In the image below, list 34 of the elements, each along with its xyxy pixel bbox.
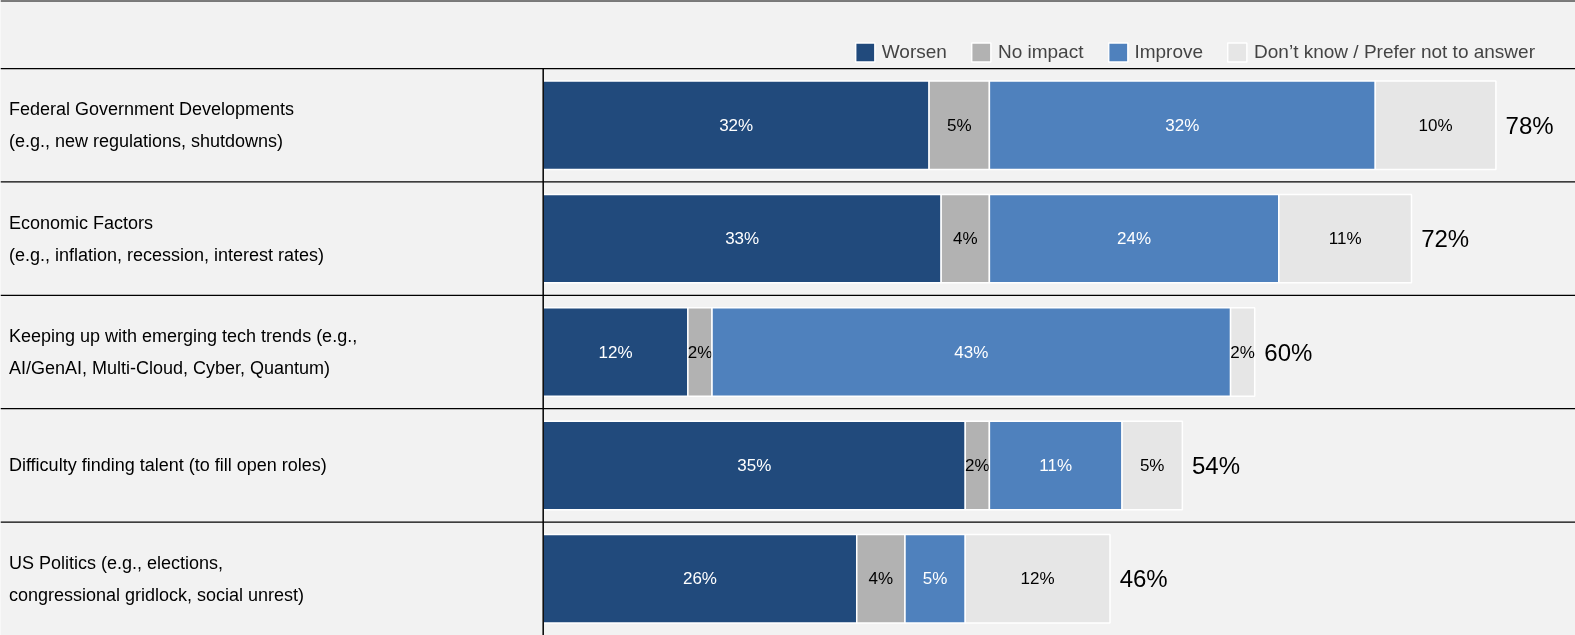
data-label: 12% [598,342,633,362]
legend-label: Don’t know / Prefer not to answer [1254,41,1535,63]
legend-label: Improve [1134,41,1204,63]
data-label: 32% [719,115,754,135]
data-label: 32% [1165,115,1200,135]
y-tick-label: Federal Government Developments (e.g., new regulations, shutdowns) [8,99,295,152]
data-label: 2% [965,455,990,475]
total-label: 78% [1505,111,1554,139]
data-label: 4% [868,569,894,589]
y-tick-label: Keeping up with emerging tech trends (e.g., AI/GenAI, Multi-Cloud, Cyber, Quantum) [8,326,358,378]
data-label: 10% [1418,115,1453,135]
data-label: 35% [737,455,772,475]
total-label: 72% [1421,225,1470,253]
y-tick-label: Difficulty finding talent (to fill open roles) [8,455,327,476]
data-label: 11% [1328,229,1362,249]
data-label: 26% [682,569,717,589]
data-label: 4% [952,229,978,249]
y-tick-label: Economic Factors (e.g., inflation, recession, interest rates) [8,212,325,265]
legend-label: No impact [997,41,1084,63]
data-label: 12% [1020,569,1055,589]
total-label: 54% [1192,451,1241,479]
data-label: 43% [954,342,989,362]
data-label: 11% [1039,455,1073,475]
data-label: 2% [687,342,713,362]
data-label: 5% [922,569,948,589]
data-label: 24% [1117,229,1152,249]
total-label: 60% [1264,338,1313,366]
y-tick-label: US Politics (e.g., elections, congressional gridlock, social unrest) [8,552,305,605]
data-label: 33% [725,229,760,249]
total-label: 46% [1119,565,1168,593]
data-label: 5% [1139,455,1165,475]
data-label: 5% [946,115,972,135]
data-label: 2% [1230,342,1255,362]
legend-label: Worsen [881,41,947,63]
